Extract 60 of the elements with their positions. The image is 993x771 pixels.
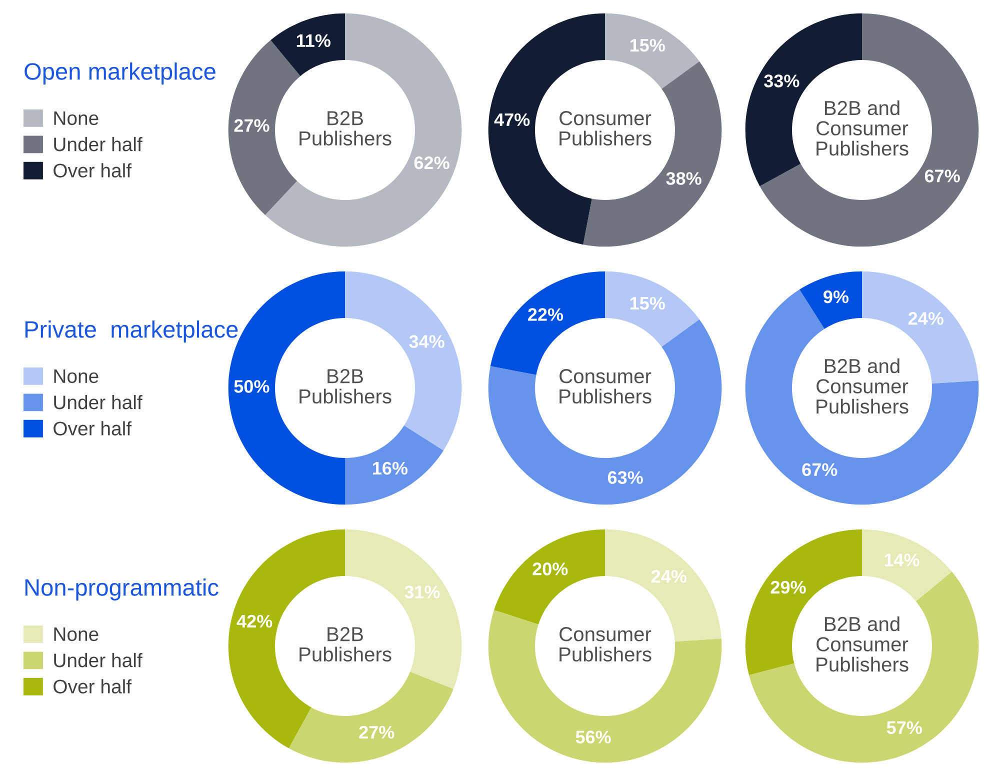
data-label: 34% [409,335,444,348]
data-label: 31% [404,586,440,598]
donut-slice [605,13,700,89]
data-label: 57% [886,721,922,734]
data-label: 63% [608,471,643,484]
text: B2B Publishers [300,369,392,404]
data-label: 14% [884,554,920,566]
data-label: 50% [234,380,270,393]
data-label: 56% [576,730,611,744]
data-label: 24% [651,570,686,583]
donut-slice [345,426,444,505]
data-label: 22% [528,308,564,321]
donut-slice [760,13,979,247]
legend-label: None [54,111,98,126]
data-label: 9% [824,290,849,304]
data-label: 38% [666,172,702,185]
data-label: 24% [908,312,944,325]
legend-label: Under half [54,136,142,152]
data-label: 15% [630,296,665,310]
legend-label: Under half [54,652,142,668]
data-label: 29% [770,580,806,594]
data-label: 27% [359,726,394,739]
legend-label: Under half [54,394,142,410]
data-label: 27% [234,119,270,132]
text: Consumer Publishers [560,111,652,146]
legend-label: Over half [54,421,132,436]
legend-label: None [54,369,98,384]
text: B2B Publishers [300,111,392,146]
data-label: 62% [414,156,450,170]
donut-slice [745,289,979,505]
data-label: 67% [802,463,838,476]
donut-slice [488,319,722,505]
text: Consumer Publishers [560,627,652,662]
legend-title: Private marketplace [25,320,238,343]
donut-slice [862,529,952,602]
data-label: 16% [373,462,408,475]
donut-slice [605,271,700,347]
text: B2B and Consumer Publishers [816,616,908,672]
text: B2B Publishers [300,627,392,662]
legend-label: None [54,627,98,642]
donut-slice [799,271,862,329]
donut-slice [270,13,345,76]
data-label: 11% [296,34,330,47]
data-label: 42% [236,614,272,628]
text: Consumer Publishers [560,369,652,404]
data-label: 67% [924,170,960,182]
legend-label: Over half [54,679,132,694]
donut-slice [494,529,605,624]
data-label: 15% [630,38,665,52]
donut-slice [488,610,722,763]
donut-slice [749,572,979,763]
data-label: 47% [494,113,530,126]
data-label: 33% [764,74,800,88]
text: B2B and Consumer Publishers [816,358,908,414]
legend-title: Non-programmatic [25,578,218,601]
data-label: 20% [532,562,568,576]
legend-label: Over half [54,163,132,178]
donut-slice [288,672,454,763]
legend-title: Open marketplace [24,62,216,85]
text: B2B and Consumer Publishers [816,100,908,156]
